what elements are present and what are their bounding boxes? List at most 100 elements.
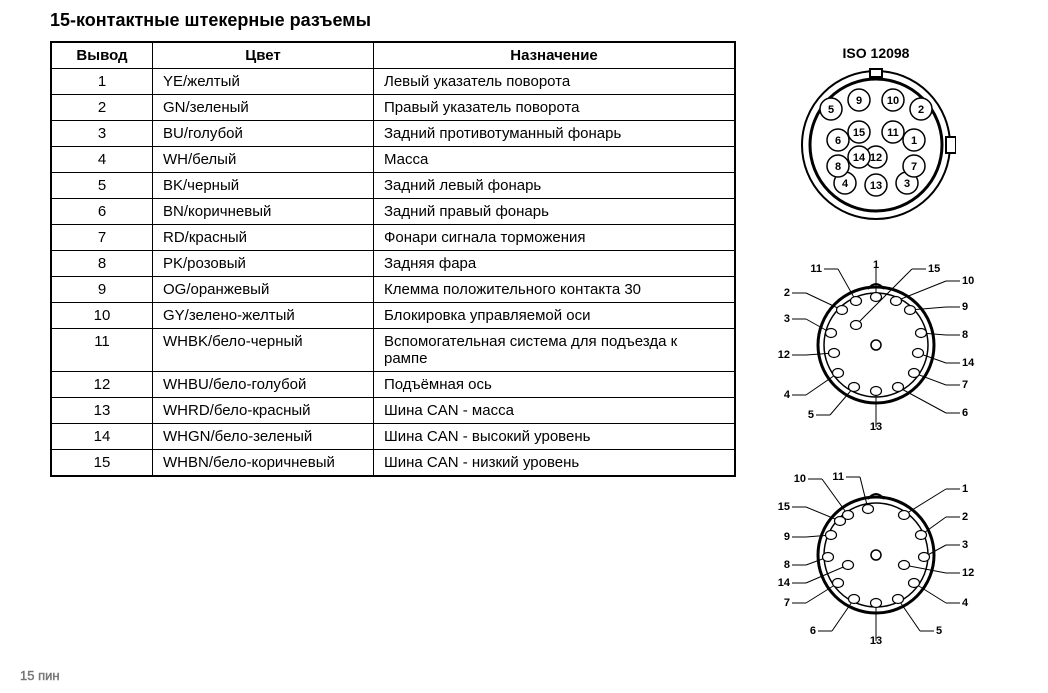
- svg-text:8: 8: [784, 559, 790, 571]
- svg-text:14: 14: [778, 577, 791, 589]
- cell-color: PK/розовый: [153, 251, 374, 277]
- table-row: 8PK/розовыйЗадняя фара: [51, 251, 735, 277]
- table-row: 12WHBU/бело-голубойПодъёмная ось: [51, 372, 735, 398]
- table-row: 3BU/голубойЗадний противотуманный фонарь: [51, 121, 735, 147]
- cell-assignment: Масса: [374, 147, 736, 173]
- svg-text:3: 3: [784, 313, 790, 325]
- page: 15-контактные штекерные разъемы Вывод Цв…: [20, 10, 1028, 683]
- header-row: Вывод Цвет Назначение: [51, 42, 735, 69]
- svg-text:2: 2: [962, 511, 968, 523]
- svg-text:7: 7: [911, 161, 917, 173]
- cell-assignment: Задняя фара: [374, 251, 736, 277]
- table-row: 11WHBK/бело-черныйВспомогательная систем…: [51, 329, 735, 372]
- cell-color: WHGN/бело-зеленый: [153, 424, 374, 450]
- svg-text:9: 9: [784, 531, 790, 543]
- table-row: 9OG/оранжевыйКлемма положительного конта…: [51, 277, 735, 303]
- svg-text:12: 12: [778, 349, 790, 361]
- svg-text:5: 5: [828, 104, 834, 116]
- connector-bot-svg: 123456789101112131415: [776, 465, 976, 650]
- cell-color: RD/красный: [153, 225, 374, 251]
- pinout-table-wrap: Вывод Цвет Назначение 1YE/желтыйЛевый ук…: [50, 41, 736, 477]
- cell-pin: 1: [51, 69, 153, 95]
- cell-assignment: Левый указатель поворота: [374, 69, 736, 95]
- svg-text:15: 15: [778, 501, 790, 513]
- svg-text:13: 13: [870, 421, 882, 433]
- svg-text:4: 4: [784, 389, 791, 401]
- table-row: 1YE/желтыйЛевый указатель поворота: [51, 69, 735, 95]
- cell-assignment: Блокировка управляемой оси: [374, 303, 736, 329]
- table-row: 10GY/зелено-желтыйБлокировка управляемой…: [51, 303, 735, 329]
- connector-diagrams: ISO 12098 123456789101112131415 12345678…: [776, 41, 976, 650]
- svg-text:5: 5: [808, 409, 814, 421]
- svg-text:3: 3: [904, 178, 910, 190]
- cell-pin: 8: [51, 251, 153, 277]
- svg-text:1: 1: [873, 259, 879, 271]
- cell-color: YE/желтый: [153, 69, 374, 95]
- svg-text:6: 6: [962, 407, 968, 419]
- connector-top-svg: 123456789101112131415: [796, 65, 956, 225]
- table-row: 14WHGN/бело-зеленыйШина CAN - высокий ур…: [51, 424, 735, 450]
- cell-assignment: Задний правый фонарь: [374, 199, 736, 225]
- cell-pin: 7: [51, 225, 153, 251]
- cell-color: WHRD/бело-красный: [153, 398, 374, 424]
- main-row: Вывод Цвет Назначение 1YE/желтыйЛевый ук…: [20, 41, 1028, 650]
- svg-text:11: 11: [810, 263, 822, 275]
- cell-color: WHBU/бело-голубой: [153, 372, 374, 398]
- cell-color: OG/оранжевый: [153, 277, 374, 303]
- svg-text:6: 6: [835, 135, 841, 147]
- cell-pin: 6: [51, 199, 153, 225]
- cell-color: GN/зеленый: [153, 95, 374, 121]
- svg-text:13: 13: [870, 635, 882, 647]
- cell-pin: 12: [51, 372, 153, 398]
- table-row: 6BN/коричневыйЗадний правый фонарь: [51, 199, 735, 225]
- cell-assignment: Шина CAN - масса: [374, 398, 736, 424]
- table-row: 5BK/черныйЗадний левый фонарь: [51, 173, 735, 199]
- table-head: Вывод Цвет Назначение: [51, 42, 735, 69]
- cell-assignment: Шина CAN - высокий уровень: [374, 424, 736, 450]
- page-title: 15-контактные штекерные разъемы: [50, 10, 1028, 31]
- cell-assignment: Правый указатель поворота: [374, 95, 736, 121]
- svg-text:6: 6: [810, 625, 816, 637]
- table-row: 7RD/красныйФонари сигнала торможения: [51, 225, 735, 251]
- cell-assignment: Задний противотуманный фонарь: [374, 121, 736, 147]
- table-row: 4WH/белыйМасса: [51, 147, 735, 173]
- svg-text:3: 3: [962, 539, 968, 551]
- table-row: 13WHRD/бело-красныйШина CAN - масса: [51, 398, 735, 424]
- svg-text:15: 15: [928, 263, 940, 275]
- svg-text:13: 13: [870, 180, 882, 192]
- svg-text:4: 4: [962, 597, 969, 609]
- cell-assignment: Клемма положительного контакта 30: [374, 277, 736, 303]
- cell-pin: 9: [51, 277, 153, 303]
- cell-pin: 11: [51, 329, 153, 372]
- svg-text:12: 12: [870, 152, 882, 164]
- cell-assignment: Шина CAN - низкий уровень: [374, 450, 736, 477]
- svg-text:1: 1: [962, 483, 968, 495]
- footer-label: 15 пин: [20, 668, 1028, 683]
- cell-pin: 2: [51, 95, 153, 121]
- cell-color: WHBK/бело-черный: [153, 329, 374, 372]
- cell-assignment: Фонари сигнала торможения: [374, 225, 736, 251]
- col-header-assign: Назначение: [374, 42, 736, 69]
- cell-pin: 10: [51, 303, 153, 329]
- cell-pin: 14: [51, 424, 153, 450]
- svg-text:5: 5: [936, 625, 942, 637]
- svg-text:9: 9: [856, 95, 862, 107]
- cell-color: WHBN/бело-коричневый: [153, 450, 374, 477]
- cell-assignment: Вспомогательная система для подъезда к р…: [374, 329, 736, 372]
- svg-text:7: 7: [784, 597, 790, 609]
- svg-text:11: 11: [832, 471, 844, 483]
- connector-iso12098: ISO 12098 123456789101112131415: [796, 45, 956, 225]
- connector-mid-svg: 123456789101112131415: [776, 255, 976, 435]
- cell-color: BN/коричневый: [153, 199, 374, 225]
- svg-text:10: 10: [962, 275, 974, 287]
- cell-pin: 13: [51, 398, 153, 424]
- cell-color: BU/голубой: [153, 121, 374, 147]
- cell-pin: 4: [51, 147, 153, 173]
- svg-text:10: 10: [887, 95, 899, 107]
- svg-text:9: 9: [962, 301, 968, 313]
- svg-text:12: 12: [962, 567, 974, 579]
- cell-pin: 5: [51, 173, 153, 199]
- cell-pin: 3: [51, 121, 153, 147]
- svg-text:11: 11: [887, 127, 899, 139]
- connector-bottom: 123456789101112131415: [776, 465, 976, 650]
